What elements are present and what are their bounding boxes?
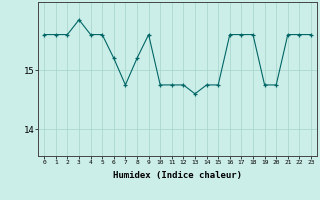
X-axis label: Humidex (Indice chaleur): Humidex (Indice chaleur) bbox=[113, 171, 242, 180]
